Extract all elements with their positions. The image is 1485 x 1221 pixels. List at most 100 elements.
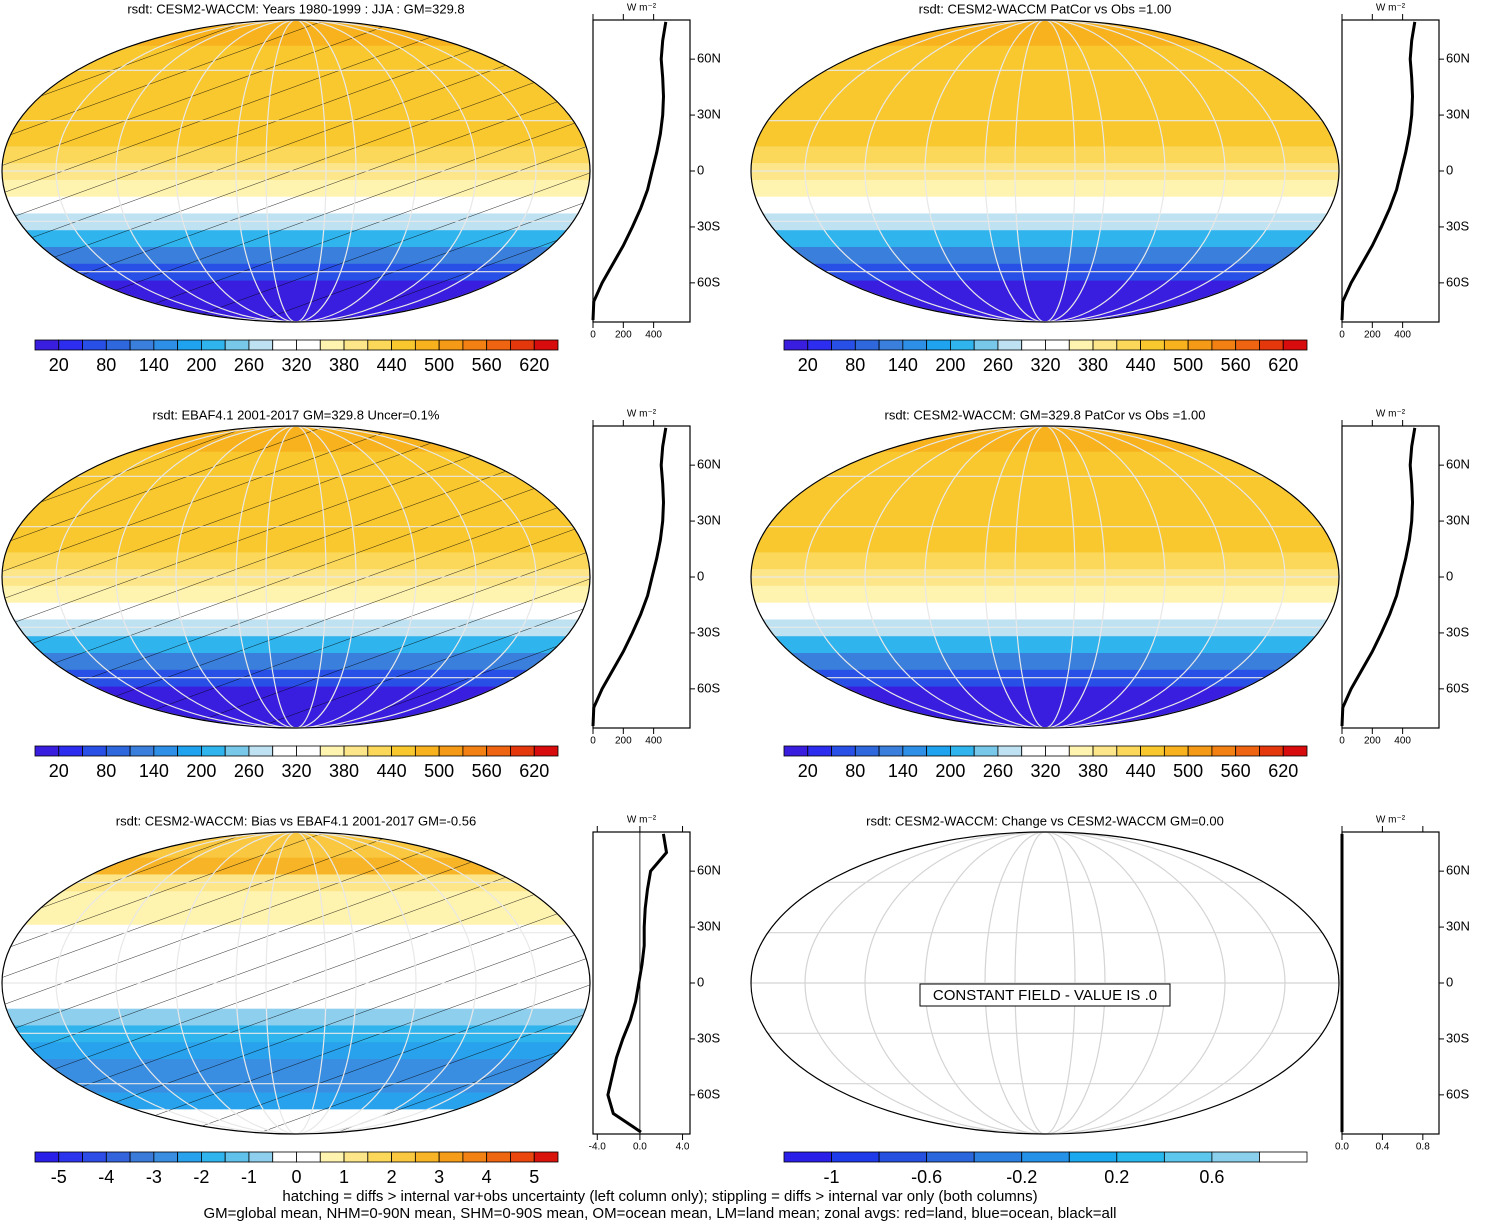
map-band [751, 652, 1339, 670]
x-tick-label: 200 [615, 330, 632, 341]
colorbar-label: 260 [234, 761, 264, 781]
y-tick-label: 60N [697, 51, 721, 66]
y-tick-label: 30S [1446, 624, 1469, 639]
map-band [751, 451, 1339, 469]
map-band [751, 551, 1339, 570]
colorbar-box [1068, 339, 1094, 351]
colorbar-box [391, 1151, 416, 1163]
colorbar-box [510, 745, 535, 757]
colorbar-box [105, 745, 131, 757]
colorbar-box [973, 745, 999, 757]
colorbar-box [153, 339, 179, 351]
colorbar-label: 320 [1030, 761, 1060, 781]
annotation: CONSTANT FIELD - VALUE IS .0 [933, 987, 1157, 1004]
colorbar-label: 560 [472, 355, 502, 375]
y-tick-label: 60S [1446, 274, 1469, 289]
colorbar-box [950, 339, 975, 351]
annotation-box [919, 983, 1171, 1007]
colorbar-label: 3 [434, 1167, 444, 1187]
colorbar-box [902, 745, 928, 757]
x-tick-label: -4.0 [589, 1142, 607, 1153]
profile-frame [592, 19, 691, 323]
colorbar-box [1116, 1151, 1165, 1163]
colorbar-label: 440 [377, 355, 407, 375]
y-tick-label: 60N [697, 863, 721, 878]
y-tick-label: 30N [1446, 513, 1470, 528]
colorbar-label: 380 [1078, 761, 1108, 781]
colorbar-box [1068, 745, 1094, 757]
colorbar-box [367, 339, 392, 351]
y-tick-label: 60N [1446, 863, 1470, 878]
map-band [751, 20, 1339, 46]
colorbar-label: 80 [96, 761, 116, 781]
colorbar-box [438, 1151, 464, 1163]
zonal-mean-line [591, 427, 668, 727]
colorbar-box [878, 745, 904, 757]
x-tick-label: 200 [1364, 736, 1381, 747]
colorbar-label: 1 [339, 1167, 349, 1187]
colorbar-box [1045, 339, 1070, 351]
map-band [751, 702, 1339, 728]
colorbar-box [462, 339, 488, 351]
panel: rsdt: EBAF4.1 2001-2017 GM=329.8 Uncer=0… [1, 407, 721, 781]
colorbar-box [343, 745, 369, 757]
colorbar-box [486, 745, 511, 757]
colorbar-label: 380 [329, 761, 359, 781]
colorbar-label: 560 [472, 761, 502, 781]
x-tick-label: 0.4 [1375, 1142, 1389, 1153]
colorbar-box [129, 339, 155, 351]
y-tick-label: 0 [1446, 568, 1453, 583]
colorbar-box [82, 339, 107, 351]
x-tick-label: 0.0 [1335, 1142, 1349, 1153]
x-tick-label: 0 [590, 330, 596, 341]
colorbar-label: 380 [1078, 355, 1108, 375]
colorbar-box [438, 745, 464, 757]
colorbar: -1 -0.6 -0.2 0.2 0.6 [783, 1151, 1308, 1187]
map [751, 426, 1339, 728]
colorbar-box [486, 1151, 511, 1163]
colorbar-box [807, 339, 832, 351]
colorbar-box [224, 745, 250, 757]
footer-line: hatching = diffs > internal var+obs unce… [282, 1188, 1037, 1205]
colorbar-box [177, 745, 202, 757]
zonal-mean-line [606, 833, 669, 1134]
colorbar-box [878, 339, 904, 351]
colorbar-box [248, 1151, 274, 1163]
map-band [751, 535, 1339, 553]
y-tick-label: 60N [1446, 51, 1470, 66]
y-tick-label: 30N [697, 919, 721, 934]
y-tick-label: 30S [697, 624, 720, 639]
profile-frame [1341, 831, 1440, 1135]
colorbar-box [807, 745, 832, 757]
colorbar-label: 0.6 [1199, 1167, 1224, 1187]
colorbar-box [248, 339, 274, 351]
zonal-mean-line [1340, 21, 1417, 321]
colorbar-box [1211, 745, 1237, 757]
colorbar-label: 620 [519, 355, 549, 375]
map [2, 832, 590, 1134]
y-tick-label: 30N [697, 107, 721, 122]
colorbar-box [1235, 339, 1260, 351]
map-border [750, 19, 1340, 323]
colorbar-box [926, 745, 951, 757]
colorbar-box [1021, 1151, 1070, 1163]
map [751, 832, 1339, 1134]
colorbar-label: 320 [281, 355, 311, 375]
profile-units: W m⁻² [1376, 3, 1406, 14]
colorbar-label: -5 [51, 1167, 67, 1187]
colorbar-label: 260 [983, 355, 1013, 375]
colorbar-box [783, 1151, 832, 1163]
map-band [751, 45, 1339, 63]
panel-title: rsdt: CESM2-WACCM: Bias vs EBAF4.1 2001-… [116, 813, 476, 828]
colorbar-box [34, 745, 60, 757]
colorbar-box [1116, 745, 1141, 757]
hatching [2, 426, 590, 728]
colorbar-box [319, 745, 345, 757]
colorbar-box [367, 1151, 392, 1163]
colorbar-box [391, 745, 416, 757]
colorbar-label: 80 [845, 761, 865, 781]
colorbar-box [58, 1151, 83, 1163]
colorbar-label: -0.2 [1006, 1167, 1037, 1187]
x-tick-label: 0 [1339, 330, 1345, 341]
colorbar-label: 500 [424, 355, 454, 375]
